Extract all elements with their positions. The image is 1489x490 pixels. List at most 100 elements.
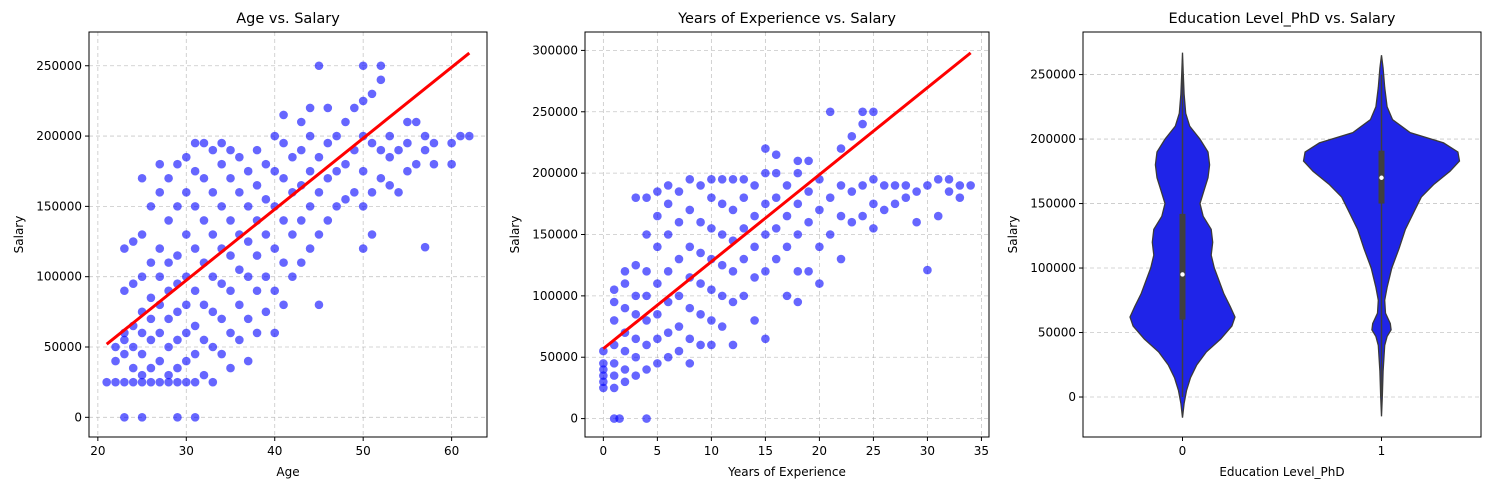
scatter-point bbox=[707, 174, 716, 184]
chart-title: Age vs. Salary bbox=[236, 11, 340, 27]
scatter-point bbox=[631, 309, 641, 319]
scatter-point bbox=[208, 307, 218, 317]
scatter-point bbox=[642, 291, 651, 301]
scatter-point bbox=[717, 230, 727, 239]
scatter-point bbox=[111, 377, 120, 387]
scatter-point bbox=[332, 131, 341, 141]
scatter-point bbox=[599, 377, 608, 387]
scatter-point bbox=[793, 230, 803, 239]
scatter-point bbox=[869, 107, 878, 117]
scatter-point bbox=[155, 328, 165, 338]
scatter-point bbox=[955, 181, 965, 190]
scatter-point bbox=[793, 297, 803, 307]
scatter-point bbox=[181, 152, 191, 162]
scatter-point bbox=[793, 199, 803, 209]
scatter-point bbox=[155, 244, 165, 253]
scatter-point bbox=[403, 138, 412, 148]
scatter-point bbox=[270, 286, 280, 296]
scatter-point bbox=[164, 377, 173, 387]
scatter-point bbox=[642, 414, 651, 423]
y-tick-label: 100000 bbox=[36, 270, 82, 284]
scatter-point bbox=[836, 144, 846, 153]
scatter-point bbox=[599, 365, 608, 374]
scatter-point bbox=[261, 307, 271, 317]
x-tick-label: 25 bbox=[866, 444, 881, 458]
scatter-point bbox=[226, 363, 235, 373]
scatter-point bbox=[146, 335, 156, 345]
scatter-point bbox=[804, 267, 813, 276]
scatter-point bbox=[609, 371, 619, 380]
y-axis-label: Salary bbox=[12, 216, 26, 254]
scatter-point bbox=[173, 377, 182, 387]
scatter-point bbox=[226, 286, 235, 296]
scatter-point bbox=[642, 230, 651, 239]
scatter-point bbox=[120, 349, 129, 359]
scatter-point bbox=[181, 188, 191, 197]
x-tick-label: 40 bbox=[267, 444, 282, 458]
scatter-point bbox=[653, 334, 662, 344]
scatter-point bbox=[358, 244, 368, 253]
scatter-point bbox=[642, 365, 651, 374]
scatter-point bbox=[815, 205, 824, 215]
scatter-point bbox=[111, 356, 120, 366]
plot-frame bbox=[1082, 31, 1482, 438]
scatter-point bbox=[102, 377, 111, 387]
scatter-point bbox=[243, 272, 253, 281]
x-tick-label: 15 bbox=[758, 444, 773, 458]
scatter-point bbox=[403, 166, 412, 176]
scatter-point bbox=[314, 230, 324, 239]
scatter-point bbox=[164, 342, 173, 352]
scatter-point bbox=[912, 217, 921, 227]
scatter-point bbox=[243, 356, 253, 366]
phd-salary-panel: 0 50000 100000 150000 200000 250000 0 1 Educatio… bbox=[1006, 11, 1482, 479]
scatter-point bbox=[901, 181, 911, 190]
scatter-point bbox=[376, 61, 386, 71]
scatter-point bbox=[663, 352, 673, 362]
scatter-points bbox=[102, 61, 474, 422]
regression-line bbox=[105, 51, 471, 346]
scatter-point bbox=[394, 145, 403, 155]
scatter-point bbox=[631, 291, 641, 301]
scatter-point bbox=[235, 188, 244, 197]
scatter-point bbox=[429, 138, 439, 148]
scatter-point bbox=[164, 173, 173, 183]
scatter-point bbox=[235, 152, 244, 162]
scatter-point bbox=[696, 181, 705, 190]
scatter-point bbox=[208, 230, 218, 239]
scatter-point bbox=[631, 334, 641, 344]
scatter-point bbox=[847, 217, 857, 227]
scatter-point bbox=[631, 371, 641, 380]
scatter-point bbox=[217, 314, 226, 324]
chart-title: Education Level_PhD vs. Salary bbox=[1169, 11, 1396, 27]
scatter-point bbox=[385, 152, 395, 162]
scatter-point bbox=[314, 152, 324, 162]
scatter-point bbox=[793, 168, 803, 178]
scatter-point bbox=[173, 251, 182, 260]
scatter-point bbox=[173, 413, 182, 422]
scatter-point bbox=[420, 145, 430, 155]
scatter-point bbox=[782, 242, 792, 252]
scatter-point bbox=[782, 181, 792, 190]
scatter-point bbox=[696, 248, 705, 258]
scatter-point bbox=[367, 138, 377, 148]
scatter-point bbox=[847, 187, 857, 196]
x-axis-label: Age bbox=[276, 465, 299, 479]
scatter-point bbox=[674, 322, 684, 331]
scatter-point bbox=[120, 377, 129, 387]
scatter-point bbox=[836, 181, 846, 190]
scatter-point bbox=[653, 211, 662, 221]
scatter-point bbox=[653, 309, 662, 319]
scatter-point bbox=[279, 216, 288, 225]
x-tick-label: 30 bbox=[179, 444, 194, 458]
scatter-point bbox=[226, 251, 235, 260]
scatter-point bbox=[739, 291, 749, 301]
scatter-point bbox=[358, 61, 368, 71]
scatter-point bbox=[599, 346, 608, 356]
scatter-point bbox=[181, 300, 191, 310]
scatter-point bbox=[181, 328, 191, 338]
scatter-point bbox=[279, 173, 288, 183]
scatter-point bbox=[314, 188, 324, 197]
scatter-point bbox=[173, 307, 182, 317]
scatter-point bbox=[146, 377, 156, 387]
